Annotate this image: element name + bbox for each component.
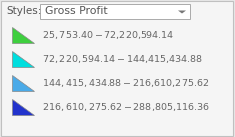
Text: $72,220,594.14 - $144,415,434.88: $72,220,594.14 - $144,415,434.88 <box>42 53 203 65</box>
FancyBboxPatch shape <box>1 1 233 136</box>
Polygon shape <box>12 27 34 43</box>
Text: $25,753.40 - $72,220,594.14: $25,753.40 - $72,220,594.14 <box>42 29 174 41</box>
Polygon shape <box>12 99 34 115</box>
Polygon shape <box>12 51 34 67</box>
Text: Gross Profit: Gross Profit <box>45 6 108 16</box>
Polygon shape <box>178 11 186 14</box>
Text: $216,610,275.62 - $288,805,116.36: $216,610,275.62 - $288,805,116.36 <box>42 101 210 113</box>
Text: $144,415,434.88 - $216,610,275.62: $144,415,434.88 - $216,610,275.62 <box>42 77 209 89</box>
FancyBboxPatch shape <box>40 4 190 19</box>
Text: Styles:: Styles: <box>6 6 41 16</box>
Polygon shape <box>12 75 34 91</box>
